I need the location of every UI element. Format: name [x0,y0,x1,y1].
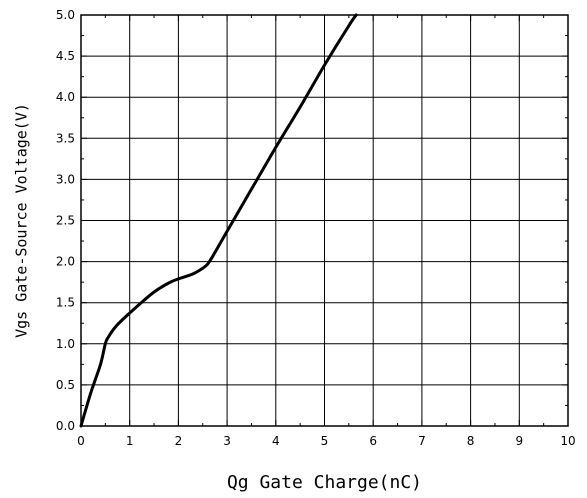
x-tick-label: 1 [126,434,134,448]
series [79,13,358,428]
y-tick-label: 4.5 [56,49,75,63]
x-tick-label: 6 [369,434,377,448]
y-tick-label: 0.0 [56,419,75,433]
y-tick-labels: 0.0 0.5 1.0 1.5 2.0 2.5 3.0 3.5 4.0 4.5 5.0 [56,8,75,433]
y-axis-title: Vgs Gate-Source Voltage(V) [13,103,31,338]
x-tick-label: 7 [418,434,426,448]
y-tick-label: 1.0 [56,337,75,351]
x-tick-labels: 0 1 2 3 4 5 6 7 8 9 10 [77,434,575,448]
x-tick-label: 3 [223,434,231,448]
y-tick-label: 0.5 [56,378,75,392]
grid [81,15,568,426]
x-tick-label: 2 [175,434,183,448]
series-line [79,13,358,428]
x-tick-label: 5 [321,434,329,448]
x-tick-label: 0 [77,434,85,448]
x-tick-label: 4 [272,434,280,448]
x-tick-label: 9 [515,434,523,448]
x-axis-title: Qg Gate Charge(nC) [227,472,422,493]
y-tick-label: 1.5 [56,296,75,310]
x-tick-label: 8 [467,434,475,448]
y-tick-label: 4.0 [56,90,75,104]
plot-frame [80,14,569,427]
y-tick-label: 2.0 [56,255,75,269]
y-tick-label: 3.5 [56,131,75,145]
x-tick-label: 10 [560,434,575,448]
y-tick-label: 5.0 [56,8,75,22]
y-tick-label: 3.0 [56,172,75,186]
y-tick-label: 2.5 [56,214,75,228]
